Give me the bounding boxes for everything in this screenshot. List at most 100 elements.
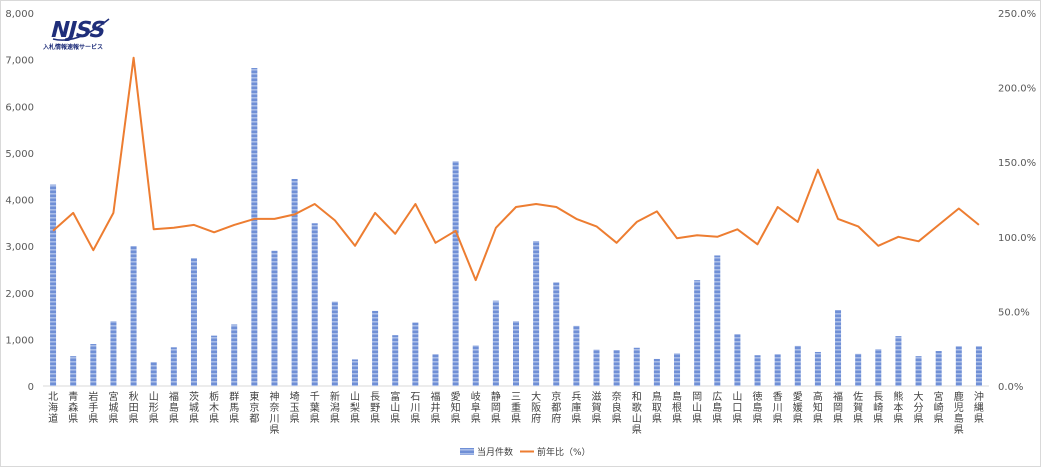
x-tick-label: 香川県 [773,391,783,425]
x-tick-label: 広島県 [712,390,722,425]
bar [452,161,459,386]
bar [432,354,439,386]
x-tick-label: 静岡県 [491,390,501,425]
x-tick-label: 滋賀県 [592,390,602,425]
y-left-tick-label: 1,000 [5,335,34,346]
svg-text:NJSS: NJSS [48,17,108,41]
bar [754,355,761,386]
bar [694,280,701,386]
bar [351,359,358,386]
x-tick-label: 宮城県 [108,390,118,425]
bar [170,347,177,386]
x-tick-label: 茨城県 [189,390,199,425]
bar [895,336,902,386]
bar [492,300,499,386]
x-tick-label: 秋田県 [129,390,139,425]
x-tick-label: 岐阜県 [471,390,481,425]
bar [855,353,862,386]
bar [271,250,278,386]
x-tick-label: 佐賀県 [853,391,863,425]
x-tick-label: 大阪府 [531,390,541,425]
x-tick-label: 福島県 [169,390,179,425]
y-right-tick-label: 100.0% [998,233,1036,244]
logo-subtitle: 入札情報速報サービス [43,44,104,51]
x-tick-label: 新潟県 [330,390,340,425]
x-tick-label: 千葉県 [310,391,320,425]
bar [955,346,962,386]
x-tick-label: 栃木県 [209,390,219,425]
bar [533,240,540,386]
x-tick-label: 熊本県 [893,390,903,425]
bar [331,301,338,386]
x-tick-label: 島根県 [672,390,682,425]
x-tick-label: 長崎県 [873,391,883,425]
bar [714,255,721,386]
x-tick-label: 富山県 [390,390,400,425]
x-tick-label: 石川県 [410,392,420,425]
njss-logo: NJSS 入札情報速報サービス [43,15,115,55]
y-left-tick-label: 6,000 [5,102,34,113]
y-right-tick-label: 0.0% [998,382,1023,393]
x-tick-label: 鳥取県 [652,390,662,425]
x-tick-label: 宮崎県 [934,390,944,425]
y-right-axis: 0.0% 50.0% 100.0% 150.0% 200.0% 250.0% [998,9,1036,393]
bar [935,351,942,386]
bar [814,351,821,386]
y-left-tick-label: 2,000 [5,289,34,300]
legend-swatch-bar [460,448,474,455]
y-left-tick-label: 7,000 [5,56,34,67]
bar [311,223,318,386]
bar [70,356,77,386]
bar [211,335,218,386]
x-tick-label: 山形県 [149,391,159,425]
y-left-tick-label: 0 [28,382,34,393]
legend: 当月件数 前年比（%） [460,446,591,458]
bar [231,324,238,386]
x-tick-label: 北海道 [48,391,58,425]
y-right-tick-label: 250.0% [998,9,1036,20]
x-tick-label: 愛知県 [451,390,461,425]
x-tick-label: 三重県 [511,392,521,425]
x-tick-label: 奈良県 [612,390,622,425]
bar [90,344,97,386]
bar [372,310,379,386]
y-left-tick-label: 4,000 [5,196,34,207]
x-tick-label: 兵庫県 [571,390,581,425]
x-tick-label: 青森県 [68,390,78,425]
bar [674,353,681,386]
bar [553,282,560,386]
x-tick-label: 京都府 [551,390,561,425]
x-tick-label: 長野県 [370,391,380,425]
bar [472,345,479,386]
x-tick-label: 沖縄県 [974,390,984,425]
bar [653,358,660,386]
y-right-tick-label: 200.0% [998,84,1036,95]
x-tick-label: 東京都 [249,390,259,425]
y-left-axis: 0 1,000 2,000 3,000 4,000 5,000 6,000 7,000 8,00… [5,9,34,393]
bar [251,68,258,386]
x-tick-label: 群馬県 [229,390,239,425]
legend-label-bar: 当月件数 [477,446,513,458]
y-left-tick-label: 5,000 [5,149,34,160]
bar [513,321,519,386]
bar [734,334,741,386]
bar [975,346,982,386]
bar [291,178,298,386]
logo-mark: NJSS [48,17,110,41]
bar [794,345,801,386]
x-tick-label: 岡山県 [692,391,702,425]
x-tick-label: 徳島県 [753,390,763,425]
bar [50,184,57,386]
x-tick-label: 鹿児島県 [954,390,964,436]
bar [633,347,640,386]
bar [915,356,922,386]
bar [613,350,620,386]
y-right-tick-label: 50.0% [998,307,1030,318]
x-tick-label: 高知県 [813,390,823,425]
bar [835,310,842,386]
x-tick-label: 山口県 [732,391,742,425]
x-tick-label: 福岡県 [833,390,843,425]
bar-series [50,68,982,386]
